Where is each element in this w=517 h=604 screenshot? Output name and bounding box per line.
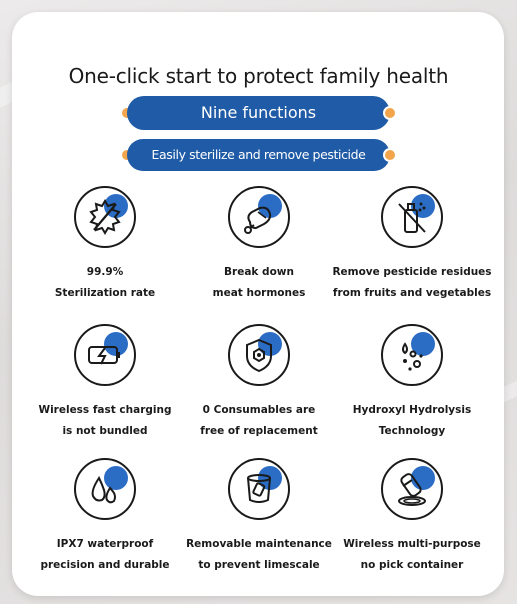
feature-line2: Technology bbox=[378, 425, 446, 437]
wireless-container-icon bbox=[381, 458, 443, 520]
feature-line1: Hydroxyl Hydrolysis bbox=[352, 404, 472, 416]
nine-functions-pill: Nine functions bbox=[127, 96, 390, 130]
feature-consumables: 0 Consumables are free of replacement bbox=[174, 324, 344, 442]
battery-charging-icon bbox=[74, 324, 136, 386]
feature-line2: is not bundled bbox=[62, 425, 148, 437]
feature-line1: Wireless multi-purpose bbox=[343, 538, 481, 550]
limescale-cup-icon bbox=[228, 458, 290, 520]
feature-line2: to prevent limescale bbox=[198, 559, 320, 571]
virus-sterilize-icon bbox=[74, 186, 136, 248]
pill-right-dot bbox=[383, 106, 397, 120]
feature-line2: meat hormones bbox=[212, 287, 306, 299]
pesticide-spray-icon bbox=[381, 186, 443, 248]
feature-line1: Wireless fast charging bbox=[38, 404, 172, 416]
subpill-right-dot bbox=[383, 148, 397, 162]
feature-line1: Remove pesticide residues bbox=[332, 266, 492, 278]
hydroxyl-drops-icon bbox=[381, 324, 443, 386]
feature-line2: precision and durable bbox=[40, 559, 170, 571]
feature-line2: Sterilization rate bbox=[54, 287, 156, 299]
feature-line1: Removable maintenance bbox=[186, 538, 332, 550]
shield-hexagon-icon bbox=[228, 324, 290, 386]
feature-limescale: Removable maintenance to prevent limesca… bbox=[174, 458, 344, 576]
feature-line1: Break down bbox=[224, 266, 294, 278]
feature-line2: from fruits and vegetables bbox=[332, 287, 492, 299]
feature-wireless-container: Wireless multi-purpose no pick container bbox=[327, 458, 497, 576]
feature-wireless-charging: Wireless fast charging is not bundled bbox=[20, 324, 190, 442]
subtitle-pill: Easily sterilize and remove pesticide re… bbox=[127, 139, 390, 194]
water-drops-icon bbox=[74, 458, 136, 520]
feature-hydroxyl: Hydroxyl Hydrolysis Technology bbox=[327, 324, 497, 442]
feature-waterproof: IPX7 waterproof precision and durable bbox=[20, 458, 190, 576]
meat-hormone-icon bbox=[228, 186, 290, 248]
feature-line1: IPX7 waterproof bbox=[56, 538, 154, 550]
feature-line1: 99.9% bbox=[86, 266, 124, 278]
feature-pesticide: Remove pesticide residues from fruits an… bbox=[327, 186, 497, 304]
feature-meat-hormones: Break down meat hormones bbox=[174, 186, 344, 304]
page-title: One-click start to protect family health bbox=[68, 64, 449, 88]
feature-line1: 0 Consumables are bbox=[202, 404, 316, 416]
feature-sterilization: 99.9% Sterilization rate bbox=[20, 186, 190, 304]
feature-line2: no pick container bbox=[360, 559, 464, 571]
feature-line2: free of replacement bbox=[200, 425, 318, 437]
